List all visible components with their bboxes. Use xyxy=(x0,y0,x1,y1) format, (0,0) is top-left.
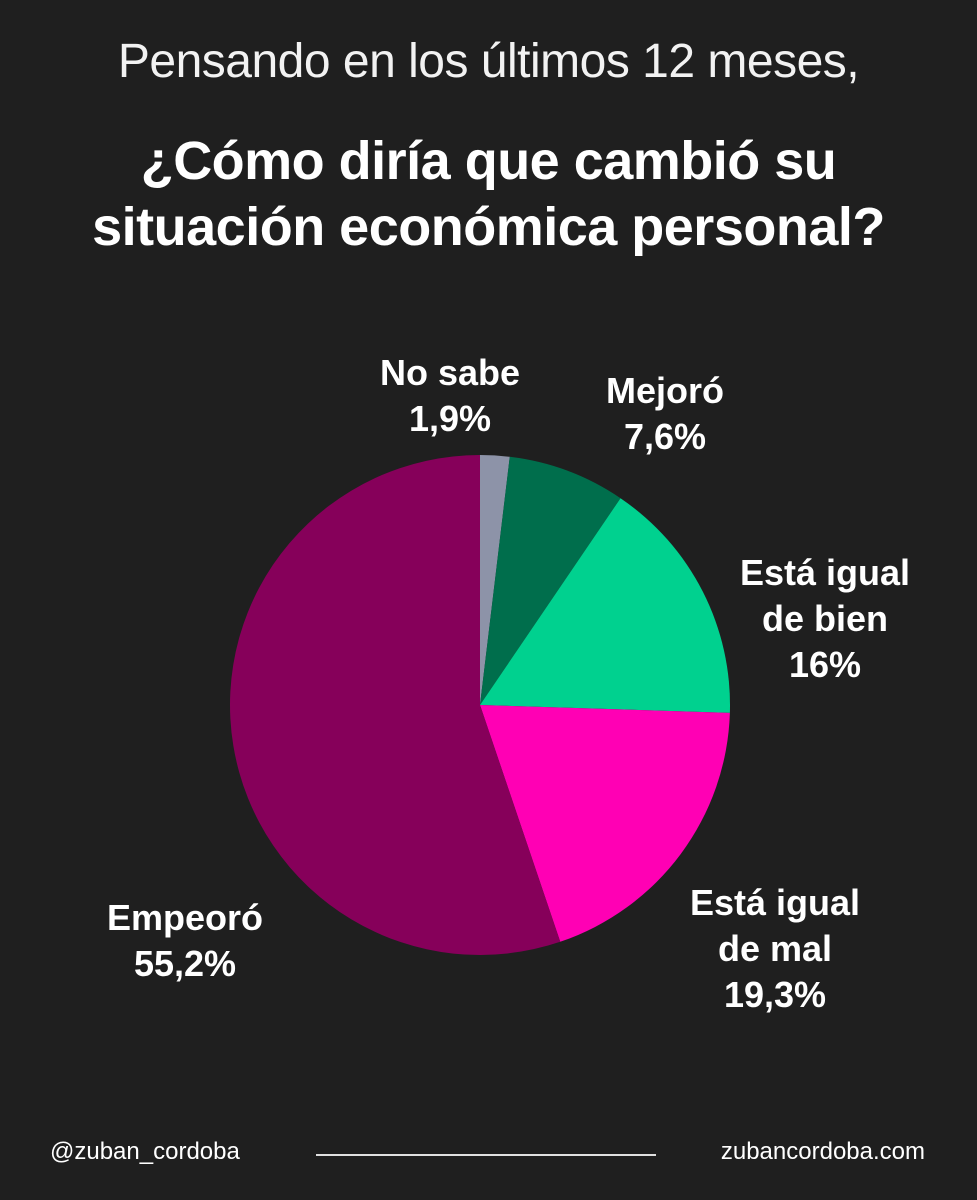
social-handle[interactable]: @zuban_cordoba xyxy=(50,1138,240,1165)
label-empeoro-value: 55,2% xyxy=(133,943,237,984)
label-empeoro-name: Empeoró xyxy=(106,897,264,938)
chart-title-line-1: ¿Cómo diría que cambió su xyxy=(140,131,837,191)
label-igual-bien: Está igual de bien 16% xyxy=(715,550,935,688)
pie-slice-empeoro xyxy=(229,455,561,955)
label-mejoro-name: Mejoró xyxy=(605,370,724,411)
label-igual-bien-line-2: de bien xyxy=(761,598,889,639)
label-igual-mal-line-2: de mal xyxy=(717,928,833,969)
pie-slice-esta-igual-de-bien xyxy=(480,498,731,713)
pie-slice-mejoro xyxy=(480,456,621,705)
label-no-sabe-value: 1,9% xyxy=(408,398,492,439)
chart-title-line-2: situación económica personal? xyxy=(92,197,885,257)
label-no-sabe-name: No sabe xyxy=(379,352,521,393)
pie-slice-no-sabe xyxy=(480,455,510,705)
chart-title: ¿Cómo diría que cambió su situación econ… xyxy=(0,128,977,260)
label-mejoro: Mejoró 7,6% xyxy=(585,368,745,460)
footer-divider xyxy=(316,1154,656,1156)
website-link[interactable]: zubancordoba.com xyxy=(720,1138,925,1165)
label-igual-bien-value: 16% xyxy=(788,644,862,685)
label-igual-mal: Está igual de mal 19,3% xyxy=(665,880,885,1018)
label-igual-mal-line-1: Está igual xyxy=(689,882,861,923)
subtitle: Pensando en los últimos 12 meses, xyxy=(117,35,860,88)
label-mejoro-value: 7,6% xyxy=(623,416,707,457)
footer: @zuban_cordoba zubancordoba.com xyxy=(0,1130,977,1180)
label-no-sabe: No sabe 1,9% xyxy=(370,350,530,442)
label-igual-bien-line-1: Está igual xyxy=(739,552,911,593)
label-empeoro: Empeoró 55,2% xyxy=(85,895,285,987)
pie-slice-esta-igual-de-mal xyxy=(480,705,730,942)
label-igual-mal-value: 19,3% xyxy=(723,974,827,1015)
